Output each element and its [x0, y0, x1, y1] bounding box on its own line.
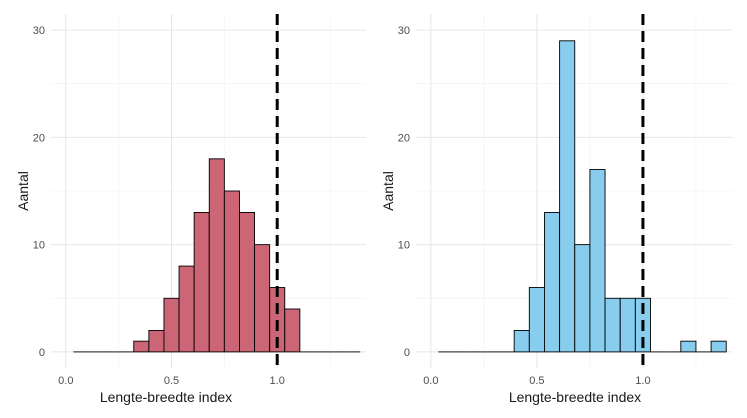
histogram-bar: [239, 212, 255, 353]
panel-left-x-axis-title: Lengte-breedte index: [100, 389, 232, 405]
panel-left-x-tick-labels: 0.0 0.5 1.0: [58, 375, 285, 387]
histogram-bar: [148, 330, 165, 353]
histogram-bar: [133, 340, 150, 353]
histogram-bar: [254, 244, 271, 353]
panel-left-bars: [73, 158, 361, 353]
x-tick-label: 0.5: [529, 375, 544, 387]
histogram-bar: [710, 340, 727, 353]
y-tick-label: 30: [398, 25, 410, 37]
x-tick-label: 0.5: [164, 375, 179, 387]
x-tick-label: 0.0: [58, 375, 73, 387]
x-tick-label: 1.0: [635, 375, 650, 387]
panel-right-bars: [438, 40, 727, 353]
histogram-bar: [604, 297, 621, 353]
histogram-bar: [193, 212, 210, 353]
x-tick-label: 1.0: [270, 375, 285, 387]
histogram-bar: [574, 244, 591, 353]
y-tick-label: 0: [39, 347, 45, 359]
y-tick-label: 30: [33, 25, 45, 37]
histogram-bar: [178, 265, 195, 353]
y-tick-label: 10: [398, 240, 410, 252]
histogram-bar: [589, 169, 606, 353]
panel-right: 0 10 20 30 0.0 0.5 1.0 Lengte-breedte index A…: [380, 14, 732, 405]
histogram-bar: [513, 330, 530, 353]
x-tick-label: 0.0: [423, 375, 438, 387]
y-tick-label: 10: [33, 240, 45, 252]
y-tick-label: 20: [398, 132, 410, 144]
y-tick-label: 20: [33, 132, 45, 144]
histogram-bar: [619, 297, 636, 353]
panel-right-x-tick-labels: 0.0 0.5 1.0: [423, 375, 650, 387]
histogram-bar: [528, 287, 545, 353]
panel-left-y-axis-title: Aantal: [15, 171, 31, 211]
panel-left-y-tick-labels: 0 10 20 30: [33, 25, 45, 359]
histogram-bar: [284, 308, 301, 353]
histogram-bar: [559, 40, 576, 353]
histogram-bar: [208, 158, 225, 353]
panel-right-y-tick-labels: 0 10 20 30: [398, 25, 410, 359]
histogram-bar: [680, 340, 697, 353]
histogram-bar: [163, 297, 180, 353]
y-tick-label: 0: [404, 347, 410, 359]
histogram-bar: [544, 212, 561, 353]
panel-left: 0 10 20 30 0.0 0.5 1.0 Lengte-breedte index A…: [15, 14, 366, 405]
panel-right-y-axis-title: Aantal: [380, 171, 396, 211]
histogram-bar: [223, 190, 240, 353]
panel-right-x-axis-title: Lengte-breedte index: [509, 389, 641, 405]
